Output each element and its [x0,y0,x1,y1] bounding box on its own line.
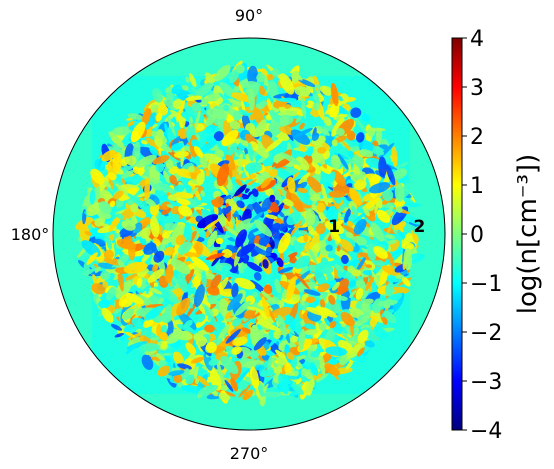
density-cell [191,87,198,93]
density-cell [227,236,236,242]
colorbar-tick-label: 3 [470,76,484,101]
density-cell [251,292,258,298]
colorbar-gradient [451,37,463,431]
density-cell [295,113,303,124]
density-cell [395,274,405,279]
colorbar-tick-label: 2 [470,125,484,150]
angle-tick-label: 180° [11,225,50,244]
density-cell [352,115,368,134]
colorbar-tick-label: −3 [470,370,502,395]
colorbar-tick-label: −2 [470,321,502,346]
density-cell [361,113,371,122]
density-cell [175,349,189,362]
density-cell [254,364,265,371]
density-cell [215,237,224,245]
angle-tick-label: 90° [235,6,263,25]
density-cell [172,351,184,366]
density-cell [300,319,306,327]
density-field [53,38,445,430]
colorbar-tick-label: 4 [470,27,484,52]
density-cell [391,146,398,168]
density-cell [161,207,172,215]
angle-tick-label: 270° [230,444,269,463]
density-cell [305,100,315,109]
density-cell [203,352,213,371]
density-cell [284,362,292,374]
density-cell [274,278,282,294]
colorbar-tick-label: 0 [470,223,484,248]
colorbar: 4 3 2 1 0 −1 −2 −3 −4 log(n[cm⁻³]) [451,27,543,444]
plot-area [52,37,446,431]
radial-tick-label: 2 [414,217,426,237]
density-cell [248,227,261,234]
density-cell [235,388,243,394]
density-cell [123,273,139,282]
density-cell [209,314,219,331]
colorbar-ticks: 4 3 2 1 0 −1 −2 −3 −4 [462,27,502,444]
density-cell [188,73,197,88]
density-cell [232,317,242,327]
colorbar-tick-label: −4 [470,419,502,444]
density-cell [213,131,224,142]
radial-tick-label: 1 [328,217,340,237]
density-cell [268,80,279,100]
density-cell [374,200,380,215]
colorbar-label: log(n[cm⁻³]) [513,154,543,314]
colorbar-tick-label: −1 [470,272,502,297]
colorbar-tick-label: 1 [470,174,484,199]
